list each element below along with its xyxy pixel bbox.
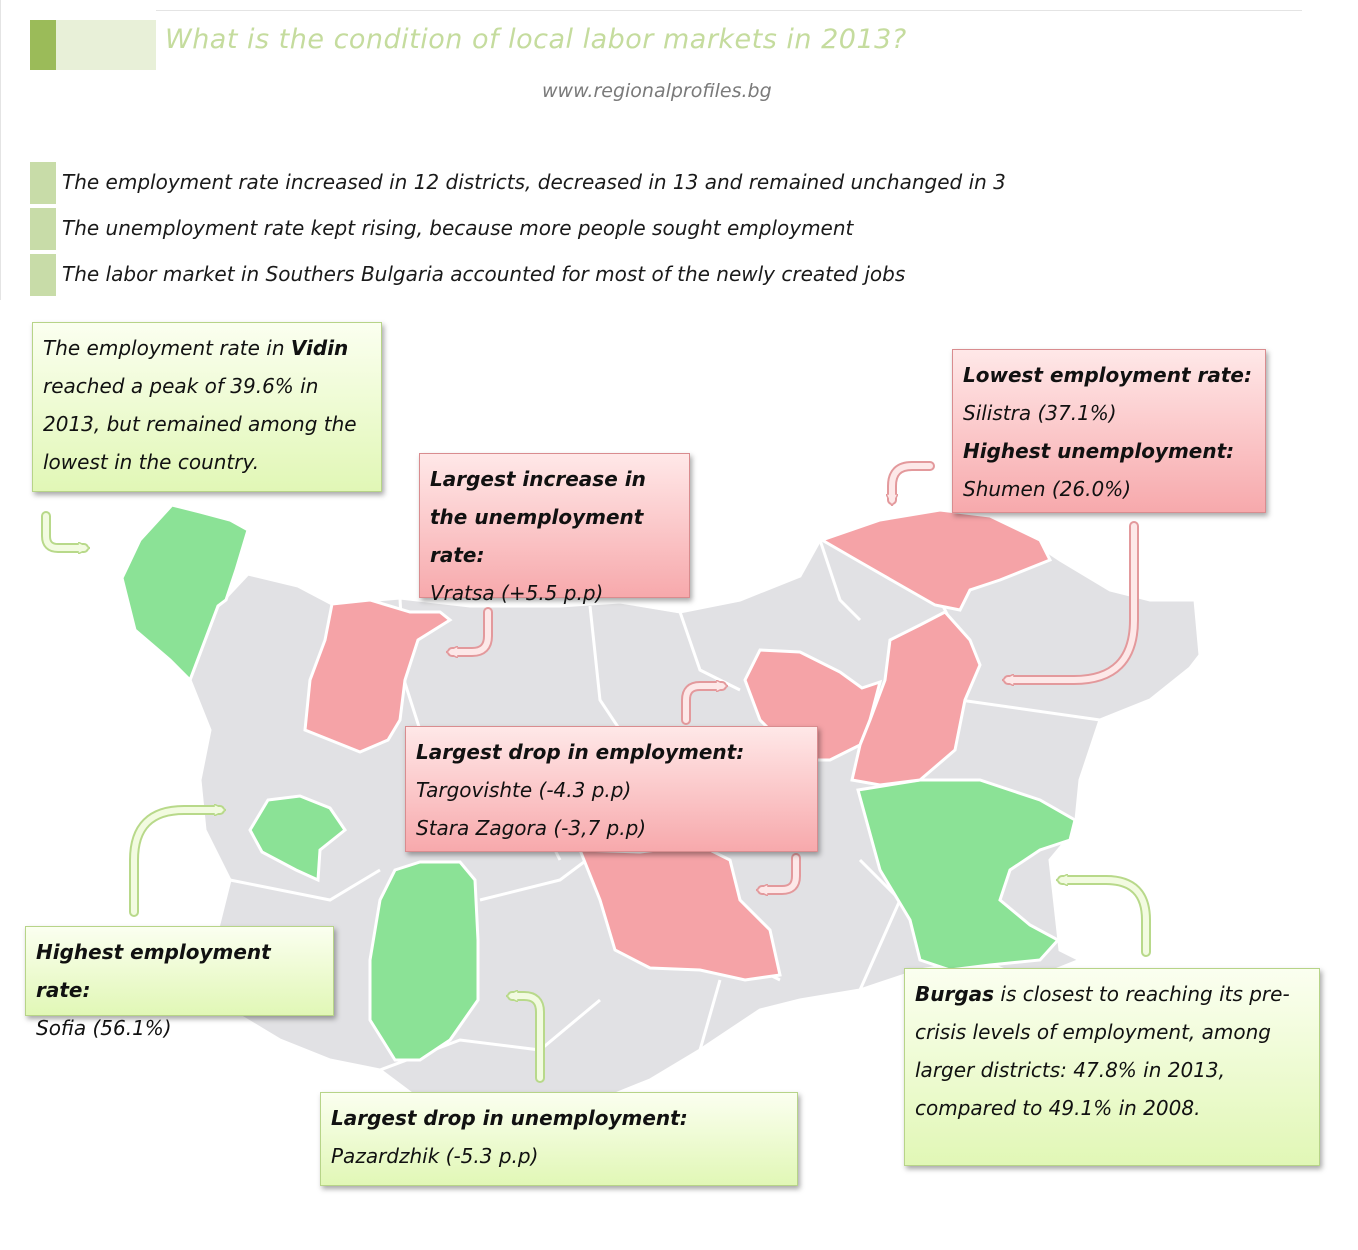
callout-sofia-heading: Highest employment rate:	[36, 940, 271, 1002]
page-title: What is the condition of local labor mar…	[165, 24, 907, 55]
callout-vidin-post: reached a peak of 39.6% in 2013, but rem…	[43, 374, 357, 474]
callout-highest-unemployment-heading: Highest unemployment:	[963, 439, 1235, 463]
title-accent-block	[56, 20, 156, 70]
callout-targovishte: Largest drop in employment: Targovishte …	[405, 726, 818, 852]
callout-vidin-district: Vidin	[290, 336, 349, 360]
callout-sofia-value: Sofia (56.1%)	[36, 1016, 172, 1040]
callout-silistra-shumen: Lowest employment rate: Silistra (37.1%)…	[952, 349, 1266, 513]
callout-vratsa-value: Vratsa (+5.5 p.p)	[430, 581, 604, 605]
shumen-region	[850, 610, 982, 787]
sofia-region	[248, 794, 348, 883]
callout-sofia: Highest employment rate: Sofia (56.1%)	[25, 926, 334, 1040]
callout-burgas-text: is closest to reaching its pre-crisis le…	[915, 982, 1290, 1120]
vratsa-region	[303, 598, 453, 754]
callout-pazardzhik: Largest drop in unemployment: Pazardzhik…	[320, 1092, 798, 1186]
callout-targovishte-heading: Largest drop in employment:	[416, 740, 745, 764]
callout-highest-unemployment-value: Shumen (26.0%)	[963, 477, 1132, 501]
callout-vratsa: Largest increase in the unemployment rat…	[419, 453, 690, 605]
website-label: www.regionalprofiles.bg	[542, 80, 772, 102]
bullet-marker	[30, 208, 56, 250]
burgas-region	[856, 778, 1077, 972]
callout-pazardzhik-value: Pazardzhik (-5.3 p.p)	[331, 1144, 539, 1168]
callout-targovishte-value: Targovishte (-4.3 p.p)	[416, 778, 632, 802]
callout-vidin: The employment rate in Vidin reached a p…	[32, 322, 382, 492]
callout-burgas: Burgas is closest to reaching its pre-cr…	[904, 968, 1320, 1166]
callout-vratsa-heading: Largest increase in the unemployment rat…	[430, 467, 646, 567]
bullet-marker	[30, 254, 56, 296]
title-accent-bar	[30, 20, 56, 70]
callout-burgas-district: Burgas	[915, 982, 995, 1006]
callout-lowest-employment-value: Silistra (37.1%)	[963, 401, 1117, 425]
callout-arrows	[41, 461, 1151, 1083]
callout-lowest-employment-heading: Lowest employment rate:	[963, 363, 1252, 387]
bullet-text: The employment rate increased in 12 dist…	[62, 170, 1006, 194]
bullet-marker	[30, 162, 56, 204]
bullet-text: The unemployment rate kept rising, becau…	[62, 216, 854, 240]
callout-vidin-pre: The employment rate in	[43, 336, 291, 360]
callout-stara-zagora-value: Stara Zagora (-3,7 p.p)	[416, 816, 647, 840]
silistra-region	[818, 508, 1053, 612]
vidin-region	[120, 503, 250, 683]
pazardzhik-region	[368, 860, 480, 1062]
frame-line-left	[0, 0, 1, 300]
frame-line-top	[156, 10, 1302, 11]
callout-pazardzhik-heading: Largest drop in unemployment:	[331, 1106, 688, 1130]
bullet-text: The labor market in Southers Bulgaria ac…	[62, 262, 906, 286]
